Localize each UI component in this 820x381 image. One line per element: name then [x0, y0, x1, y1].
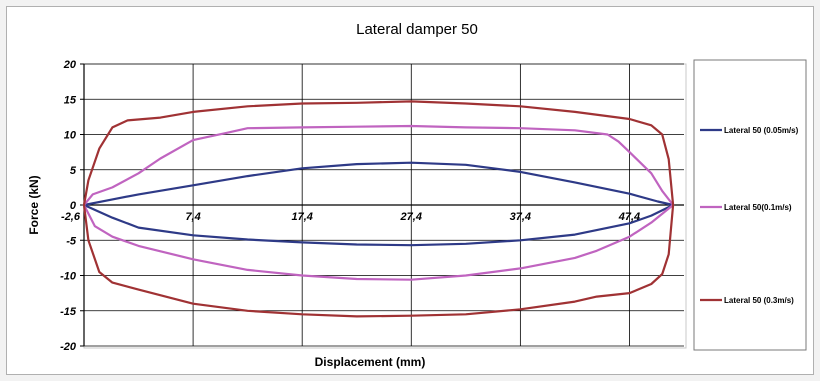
x-tick-label: 7,4 [185, 211, 200, 223]
y-tick-label: -5 [66, 235, 77, 247]
x-tick-label: 27,4 [400, 211, 422, 223]
series-line-3 [82, 100, 675, 318]
x-tick-label: 37,4 [510, 211, 531, 223]
x-axis-label: Displacement (mm) [315, 355, 426, 369]
legend-label: Lateral 50 (0.05m/s) [724, 126, 799, 135]
legend: Lateral 50 (0.05m/s) Lateral 50(0.1m/s) La… [700, 126, 799, 305]
y-tick-label: 5 [70, 165, 77, 177]
x-tick-label: 47,4 [618, 211, 640, 223]
y-tick-label: 15 [64, 94, 77, 106]
y-tick-label: 20 [63, 59, 77, 71]
y-axis-label: Force (kN) [27, 175, 41, 234]
legend-label: Lateral 50 (0.3m/s) [724, 296, 794, 305]
plot-area [83, 63, 687, 349]
series-line-2 [82, 124, 675, 281]
y-tick-label: -15 [60, 306, 77, 318]
y-tick-label: -10 [60, 271, 77, 283]
y-tick-label: 10 [64, 130, 77, 142]
y-tick-label: -20 [60, 341, 77, 353]
series-group [82, 100, 675, 318]
y-tick-label: 0 [70, 200, 77, 212]
legend-box [693, 59, 807, 351]
x-tick-label: -2,6 [61, 211, 81, 223]
legend-label: Lateral 50(0.1m/s) [724, 203, 792, 212]
x-tick-label: 17,4 [291, 211, 312, 223]
chart-title: Lateral damper 50 [356, 21, 478, 38]
tick-labels: 20 15 10 5 0 -5 -10 -15 -20 -2,6 7,4 17,4 27,4 37,4 47… [60, 59, 640, 353]
